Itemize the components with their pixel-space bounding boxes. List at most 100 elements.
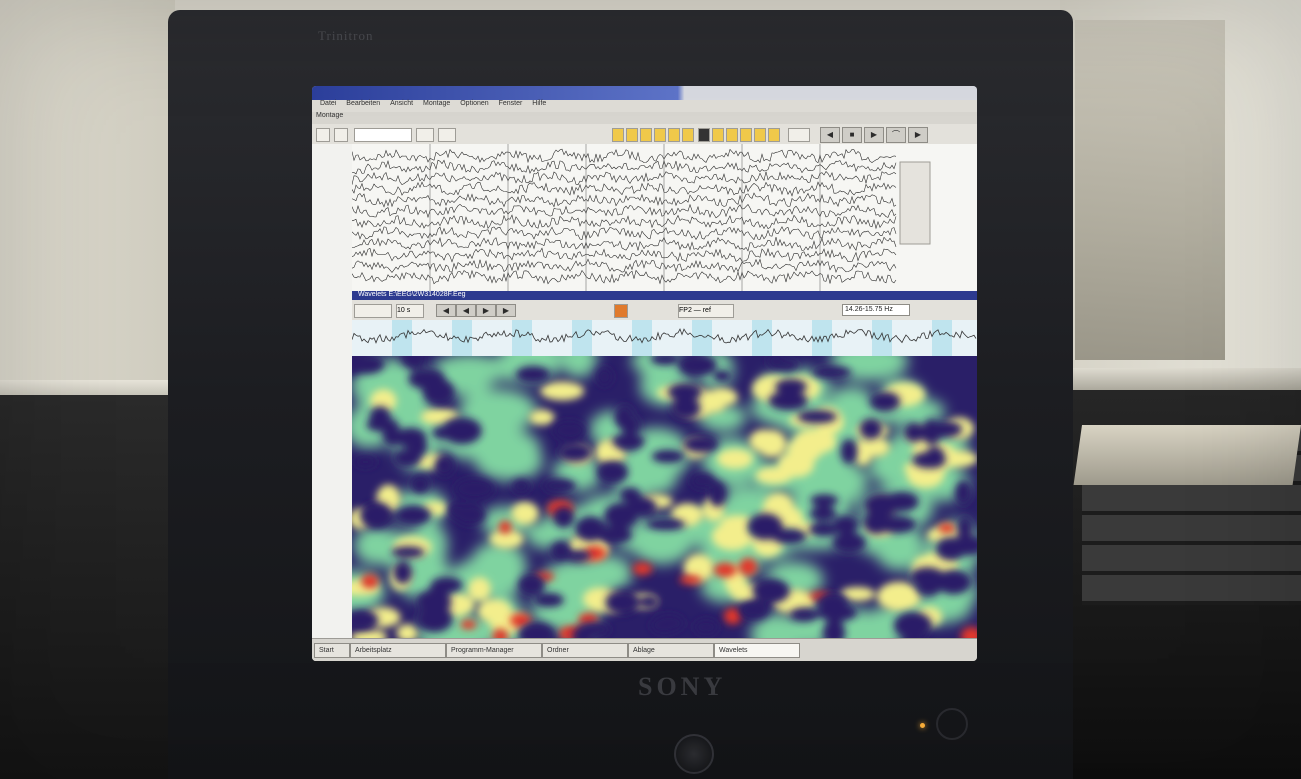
spectro-blob (352, 629, 388, 638)
wave-next-icon[interactable]: ▶ (476, 304, 496, 317)
wavelet-mode-dropdown[interactable] (354, 304, 392, 318)
spectro-blob (822, 619, 846, 638)
eeg-channel-trace (352, 269, 897, 285)
monitor-side-button[interactable] (936, 708, 968, 740)
spectro-blob (723, 608, 742, 625)
wave-first-icon[interactable]: ◀ (436, 304, 456, 317)
time-window-dropdown[interactable]: 10 s (396, 304, 424, 318)
toolbar-button[interactable] (754, 128, 766, 142)
spectro-blob (542, 478, 577, 494)
spectro-blob (716, 448, 754, 469)
toolbar-button[interactable] (438, 128, 456, 142)
toolbar-button[interactable] (698, 128, 710, 142)
toolbar-button[interactable] (640, 128, 652, 142)
spectro-blob (639, 595, 659, 609)
task-wavelets[interactable]: Wavelets (714, 643, 800, 658)
spectro-blob (690, 472, 716, 490)
menu-item-optionen[interactable]: Optionen (460, 100, 489, 107)
spectro-blob (596, 367, 613, 387)
toolbar-button[interactable] (668, 128, 680, 142)
nav-play-icon[interactable]: ▶ (864, 127, 884, 143)
wave-prev-icon[interactable]: ◀ (456, 304, 476, 317)
spectro-blob (448, 557, 526, 600)
toolbar-dropdown[interactable] (354, 128, 412, 142)
spectro-blob (432, 426, 457, 440)
spectro-blob (884, 491, 919, 512)
nav-first-icon[interactable]: ◀ (820, 127, 840, 143)
spectro-blob (840, 438, 858, 464)
start-button[interactable]: Start (314, 643, 350, 658)
spectro-blob (877, 581, 921, 611)
task-ablage[interactable]: Ablage (628, 643, 714, 658)
spectro-blob (679, 575, 702, 585)
menu-item-ansicht[interactable]: Ansicht (390, 100, 414, 107)
spectro-blob (708, 480, 726, 507)
spectro-blob (629, 517, 694, 565)
toolbar-button[interactable] (654, 128, 666, 142)
toolbar-button[interactable] (334, 128, 348, 142)
nav-loop-icon[interactable]: ⌒ (886, 127, 906, 143)
menu-item-datei[interactable]: Datei (320, 100, 337, 107)
spectro-blob (400, 356, 427, 370)
toolbar-button[interactable] (612, 128, 624, 142)
toolbar-button[interactable] (316, 128, 330, 142)
spectrum-icon[interactable] (614, 304, 628, 318)
spectro-blob (924, 446, 945, 469)
toolbar-button[interactable] (740, 128, 752, 142)
menu-item-montage[interactable]: Montage (423, 100, 451, 107)
toolbar-button[interactable] (626, 128, 638, 142)
menu-item-bearbeiten[interactable]: Bearbeiten (346, 100, 381, 107)
spectro-blob (683, 435, 719, 453)
menu-item-fenster[interactable]: Fenster (498, 100, 523, 107)
toolbar-button[interactable] (416, 128, 434, 142)
toolbar-button[interactable] (726, 128, 738, 142)
toolbar-button[interactable] (712, 128, 724, 142)
task-ordner[interactable]: Ordner (542, 643, 628, 658)
spectro-blob (650, 356, 680, 366)
spectro-blob (935, 569, 972, 595)
spectro-blob (775, 378, 807, 395)
floating-tool-palette[interactable] (899, 161, 931, 245)
task-arbeitsplatz[interactable]: Arbeitsplatz (350, 643, 446, 658)
spectro-blob (893, 611, 933, 638)
spectro-blob (711, 522, 753, 551)
spectro-blob (394, 427, 427, 448)
nav-stop-icon[interactable]: ■ (842, 127, 862, 143)
menu-item-hilfe[interactable]: Hilfe (532, 100, 547, 107)
wave-last-icon[interactable]: ▶ (496, 304, 516, 317)
device-top (1073, 425, 1301, 485)
eeg-channel-trace (352, 258, 897, 273)
spectro-blob (477, 599, 512, 623)
nav-next-icon[interactable]: ▶ (908, 127, 928, 143)
channel-dropdown[interactable]: FP2 — ref (678, 304, 734, 318)
wavelet-toolbar: 10 s ◀ ◀ ▶ ▶ FP2 — ref 14.26-15.75 Hz (352, 300, 977, 320)
spectro-blob (460, 619, 477, 630)
task-programm-manager[interactable]: Programm-Manager (446, 643, 542, 658)
spectro-blob (768, 391, 808, 411)
spectro-blob (598, 526, 633, 544)
spectro-blob (576, 622, 611, 638)
spectro-blob (448, 501, 465, 519)
toolbar-button[interactable] (682, 128, 694, 142)
wavelet-window-titlebar: Wavelets E:\EEG\2W314028F.Eeg (352, 291, 977, 300)
toolbar-button[interactable] (788, 128, 810, 142)
spectro-blob (646, 518, 686, 531)
spectro-blob (533, 592, 564, 608)
tab-montage[interactable]: Montage (316, 112, 344, 119)
power-button[interactable] (674, 734, 714, 774)
spectro-blob (353, 456, 377, 468)
eeg-channel-trace (352, 192, 897, 208)
spectro-blob (852, 439, 873, 466)
frequency-range-field[interactable]: 14.26-15.75 Hz (842, 304, 910, 316)
eeg-channel-trace (352, 226, 897, 241)
spectro-blob (921, 419, 943, 445)
spectro-blob (713, 562, 737, 578)
spectro-blob (956, 516, 974, 540)
spectro-blob (575, 516, 606, 542)
spectro-blob (430, 576, 463, 594)
menu-bar: Datei Bearbeiten Ansicht Montage Optione… (312, 100, 977, 112)
desk-left (0, 395, 175, 779)
toolbar-button[interactable] (768, 128, 780, 142)
spectro-blob (434, 454, 455, 477)
spectro-blob (651, 449, 685, 463)
